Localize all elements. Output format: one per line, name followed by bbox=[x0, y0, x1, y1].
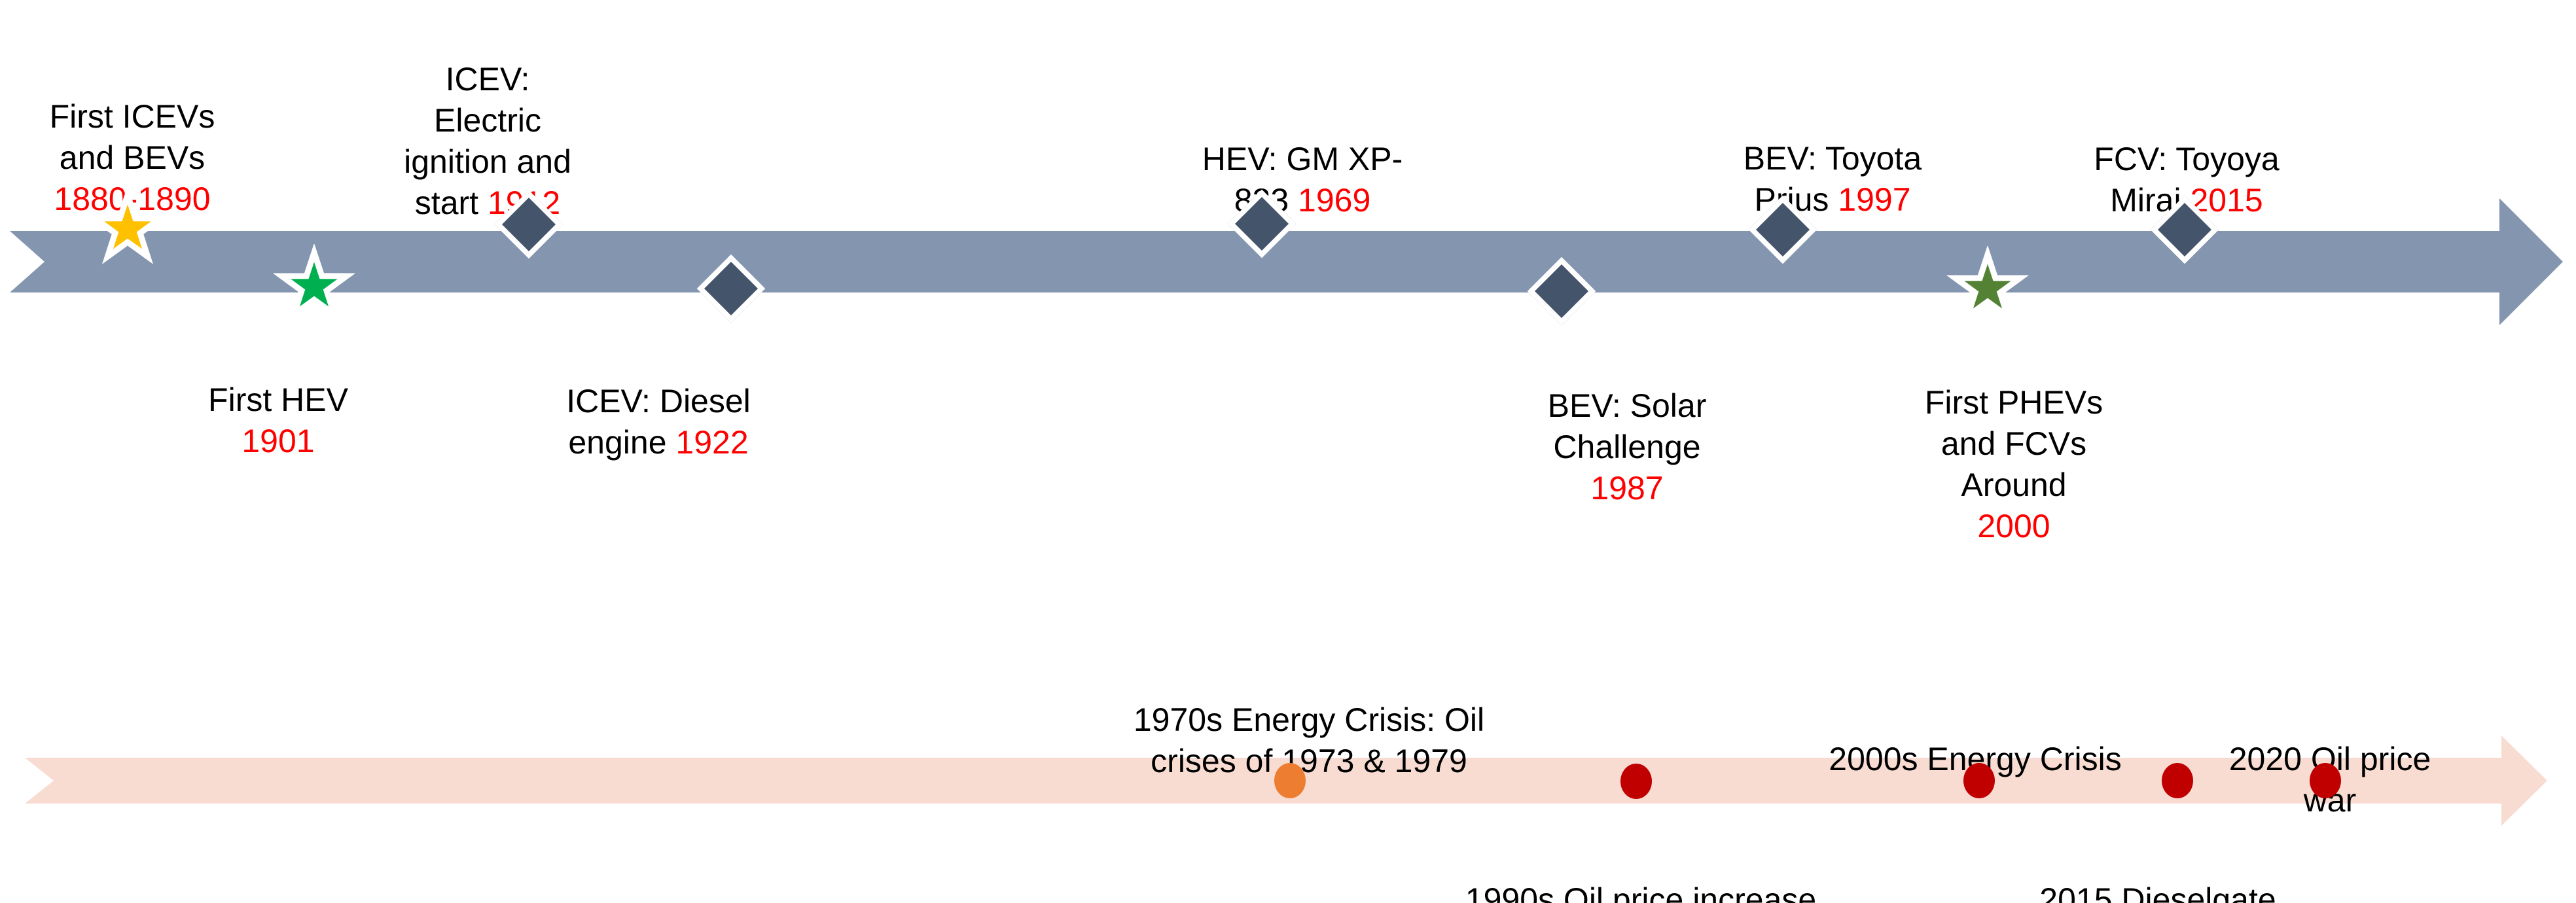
event-label-hev-gm-xp833-1969: HEV: GM XP- 833 1969 bbox=[1202, 97, 1403, 221]
event-label-first-icevs-bevs: First ICEVs and BEVs 1880-1890 bbox=[50, 55, 215, 220]
event-year: 1922 bbox=[675, 424, 749, 461]
event-label-1990s-oil-price-increase: 1990s Oil price increase bbox=[1465, 838, 1816, 903]
event-label-2020-oil-price-war: 2020 Oil price war bbox=[2207, 698, 2453, 821]
red-circle-marker-2020 bbox=[2310, 763, 2341, 798]
orange-circle-marker-1970s bbox=[1274, 763, 1306, 798]
star-shape bbox=[272, 244, 356, 322]
event-label-first-phevs-fcvs-2000: First PHEVs and FCVs Around 2000 bbox=[1925, 341, 2103, 547]
gold-star-icon bbox=[86, 186, 170, 264]
event-text: 1990s Oil price increase bbox=[1465, 881, 1817, 903]
event-text: BEV: Solar Challenge bbox=[1547, 387, 1707, 465]
event-text: 2015 Dieselgate bbox=[2039, 881, 2276, 903]
red-circle-marker-2000s bbox=[1963, 763, 1995, 798]
event-text: First PHEVs and FCVs Around bbox=[1924, 384, 2103, 503]
event-label-first-hev-1901: First HEV 1901 bbox=[208, 338, 348, 462]
green-star-icon bbox=[272, 244, 356, 322]
event-text: ICEV: Electric ignition and start bbox=[404, 61, 571, 221]
event-year: 1987 bbox=[1590, 470, 1664, 506]
event-year: 1997 bbox=[1838, 181, 1911, 218]
event-label-icev-electric-ignition-1912: ICEV: Electric ignition and start 1912 bbox=[404, 18, 571, 224]
event-label-2015-dieselgate: 2015 Dieselgate bbox=[2039, 838, 2276, 903]
event-text: First ICEVs and BEVs bbox=[49, 98, 215, 176]
event-year: 2000 bbox=[1977, 508, 2050, 544]
event-label-bev-solar-challenge-1987: BEV: Solar Challenge 1987 bbox=[1548, 344, 1707, 509]
event-year: 1901 bbox=[241, 423, 315, 459]
event-year: 1969 bbox=[1298, 182, 1371, 219]
star-shape bbox=[86, 186, 170, 264]
event-text: 1970s Energy Crisis: Oil crises of 1973 … bbox=[1133, 701, 1485, 779]
event-label-bev-toyota-prius-1997: BEV: Toyota Prius 1997 bbox=[1744, 97, 1922, 221]
event-year: 2015 bbox=[2190, 182, 2263, 219]
event-text: ICEV: Diesel engine bbox=[566, 383, 751, 461]
event-label-1970s-energy-crisis: 1970s Energy Crisis: Oil crises of 1973 … bbox=[1134, 658, 1484, 782]
vehicle-timeline-arrow bbox=[10, 198, 2563, 325]
olive-star-icon bbox=[1946, 246, 2030, 324]
red-circle-marker-1990s bbox=[1620, 764, 1652, 799]
red-circle-marker-2015 bbox=[2162, 763, 2193, 798]
star-shape bbox=[1946, 246, 2030, 324]
event-text: First HEV bbox=[208, 381, 348, 418]
event-label-icev-diesel-engine-1922: ICEV: Diesel engine 1922 bbox=[566, 340, 751, 463]
